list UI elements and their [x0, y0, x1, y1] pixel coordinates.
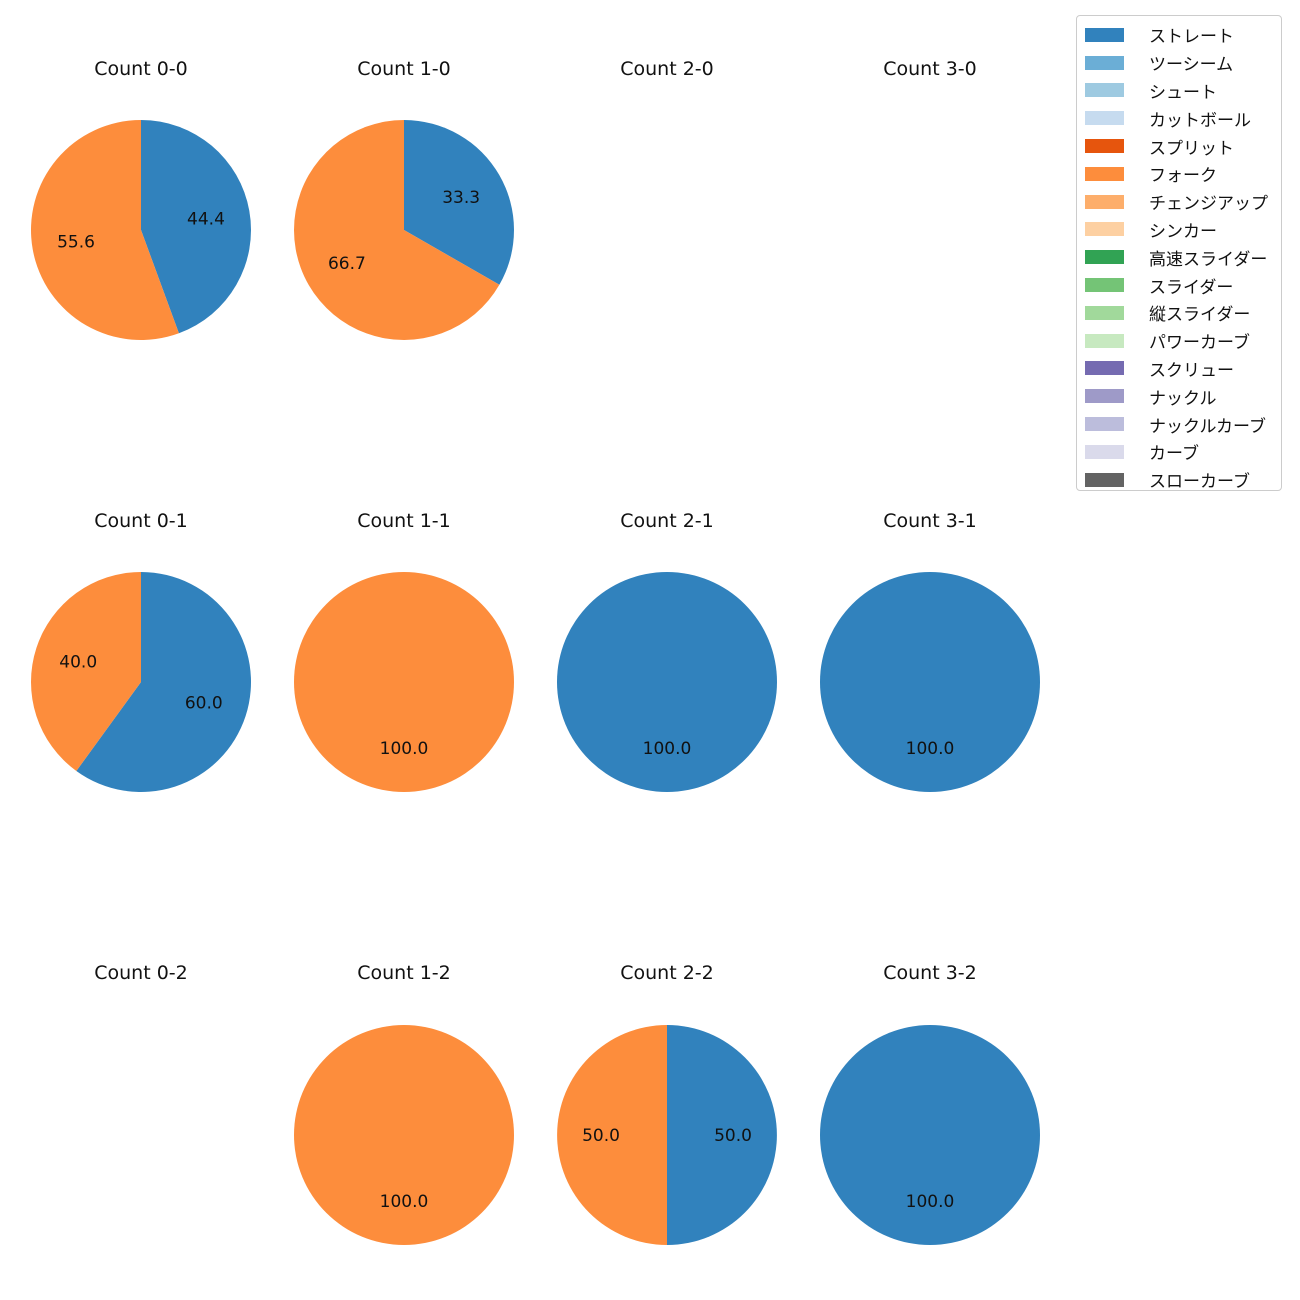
legend-swatch [1085, 111, 1124, 126]
legend-item: ナックルカーブ [1077, 410, 1281, 438]
pie-title: Count 1-0 [357, 58, 451, 80]
legend-swatch [1085, 83, 1124, 98]
legend-label: ナックル [1149, 388, 1217, 409]
legend-label: ストレート [1149, 27, 1234, 48]
pie-title: Count 2-1 [620, 510, 714, 532]
legend-swatch [1085, 27, 1124, 42]
slice-label: 100.0 [906, 1192, 955, 1212]
legend-item: ストレート [1077, 21, 1281, 49]
pie-slice [141, 120, 251, 334]
legend-swatch [1085, 389, 1124, 404]
slice-label: 60.0 [185, 693, 223, 713]
slice-label: 50.0 [714, 1126, 752, 1146]
pie-slice [404, 120, 514, 285]
pie-slice [557, 572, 777, 792]
legend-item: 高速スライダー [1077, 243, 1281, 271]
pie-slice [294, 1025, 514, 1245]
legend-item: フォーク [1077, 160, 1281, 188]
legend-item: スライダー [1077, 271, 1281, 299]
pie-slice [667, 1025, 777, 1245]
legend-swatch [1085, 472, 1124, 487]
slice-label: 100.0 [906, 739, 955, 759]
pie-slice [293, 120, 500, 341]
legend-swatch [1085, 166, 1124, 181]
slice-label: 33.3 [442, 188, 480, 208]
slice-label: 100.0 [380, 1192, 429, 1212]
pie-title: Count 0-0 [94, 58, 188, 80]
legend-item: チェンジアップ [1077, 188, 1281, 216]
legend-swatch [1085, 194, 1124, 209]
legend-item: スクリュー [1077, 355, 1281, 383]
legend-item: ナックル [1077, 382, 1281, 410]
legend-swatch [1085, 305, 1124, 320]
legend-label: スプリット [1149, 138, 1234, 159]
legend-item: シュート [1077, 77, 1281, 105]
pie-slice [294, 572, 514, 792]
legend-item: カットボール [1077, 104, 1281, 132]
legend-label: カーブ [1149, 444, 1199, 465]
slice-label: 50.0 [582, 1126, 620, 1146]
legend-label: ナックルカーブ [1149, 416, 1266, 437]
legend-label: 高速スライダー [1149, 249, 1268, 270]
legend-swatch [1085, 222, 1124, 237]
slice-label: 100.0 [380, 739, 429, 759]
legend-swatch [1085, 250, 1124, 265]
legend-label: 縦スライダー [1149, 305, 1251, 326]
legend-label: シンカー [1149, 221, 1217, 242]
legend-item: パワーカーブ [1077, 327, 1281, 355]
legend-label: シュート [1149, 82, 1217, 103]
legend-item: スローカーブ [1077, 466, 1281, 494]
pie-title: Count 0-2 [94, 962, 188, 984]
legend-item: スプリット [1077, 132, 1281, 160]
legend-swatch [1085, 444, 1124, 459]
legend-swatch [1085, 139, 1124, 154]
legend-swatch [1085, 417, 1124, 432]
pie-slice [820, 572, 1040, 792]
pie-title: Count 3-2 [883, 962, 977, 984]
slice-label: 100.0 [643, 739, 692, 759]
pie-title: Count 1-1 [357, 510, 451, 532]
slice-label: 44.4 [187, 209, 225, 229]
pie-slice [30, 120, 179, 340]
legend-swatch [1085, 55, 1124, 70]
pie-title: Count 1-2 [357, 962, 451, 984]
legend-label: チェンジアップ [1149, 194, 1268, 215]
pie-title: Count 3-1 [883, 510, 977, 532]
pie-title: Count 3-0 [883, 58, 977, 80]
legend-item: 縦スライダー [1077, 299, 1281, 327]
pie-slice [820, 1025, 1040, 1245]
legend-label: パワーカーブ [1149, 333, 1250, 354]
pie-title: Count 2-0 [620, 58, 714, 80]
legend-item: カーブ [1077, 438, 1281, 466]
legend-label: スクリュー [1149, 360, 1234, 381]
legend: ストレートツーシームシュートカットボール スプリットフォークチェンジアップ シンカー… [1076, 15, 1282, 494]
legend-swatch [1085, 333, 1124, 348]
legend-label: フォーク [1149, 166, 1217, 187]
legend-swatch [1085, 278, 1124, 293]
pie-title: Count 2-2 [620, 962, 714, 984]
legend-label: ツーシーム [1149, 55, 1234, 76]
pie-title: Count 0-1 [94, 510, 188, 532]
pie-slice [30, 572, 141, 771]
legend-item: ツーシーム [1077, 49, 1281, 77]
legend-label: スローカーブ [1149, 472, 1250, 493]
slice-label: 55.6 [57, 233, 95, 253]
slice-label: 40.0 [59, 653, 97, 673]
legend-label: スライダー [1149, 277, 1234, 298]
pie-slice [557, 1025, 667, 1245]
legend-item: シンカー [1077, 216, 1281, 244]
pie-slice [76, 572, 251, 792]
legend-swatch [1085, 361, 1124, 376]
slice-label: 66.7 [328, 254, 366, 274]
legend-label: カットボール [1149, 110, 1251, 131]
